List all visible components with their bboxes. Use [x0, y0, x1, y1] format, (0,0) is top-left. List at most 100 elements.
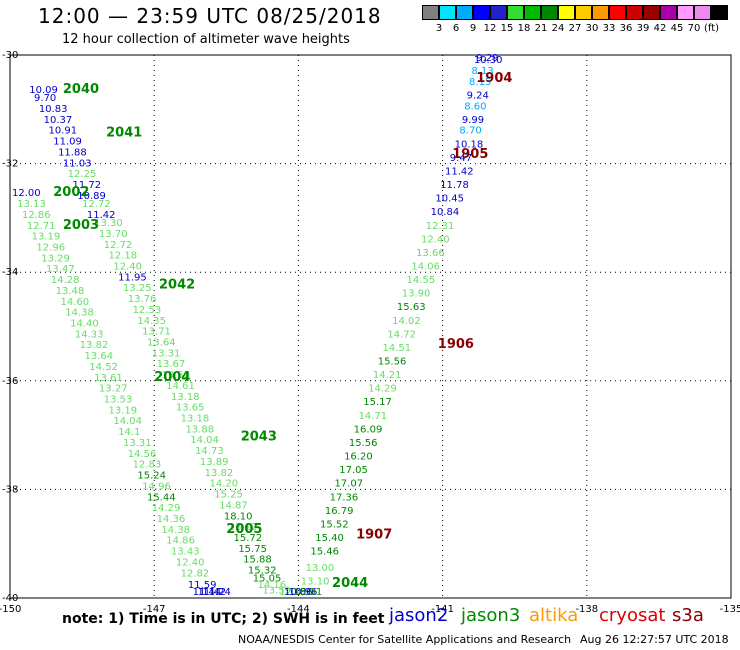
wave-height-point: 13.82: [80, 340, 109, 351]
wave-height-point: 9.47: [450, 153, 472, 164]
wave-height-point: 16.20: [344, 452, 373, 463]
x-tick-label: -138: [575, 604, 598, 615]
wave-height-point: 11.03: [63, 158, 92, 169]
wave-height-point: 12.31: [426, 221, 455, 232]
wave-height-point: 13.89: [200, 457, 229, 468]
page-subtitle: 12 hour collection of altimeter wave hei…: [62, 32, 350, 47]
time-label: 2040: [63, 82, 99, 97]
wave-height-point: 15.72: [234, 533, 263, 544]
time-label: 2004: [154, 370, 190, 385]
legend-swatch: [507, 5, 524, 20]
wave-height-point: 14.21: [373, 370, 402, 381]
time-label: 1905: [452, 147, 488, 162]
time-label: 1904: [476, 71, 512, 86]
wave-height-point: 13.25: [123, 283, 152, 294]
legend-swatch: [473, 5, 490, 20]
legend-label: 27: [568, 23, 582, 34]
wave-height-point: 12.00: [12, 188, 41, 199]
wave-height-point: 13.27: [99, 384, 128, 395]
wave-height-point: 13.10: [301, 576, 330, 587]
wave-height-point: 15.05: [253, 574, 282, 585]
wave-height-point: 10.84: [431, 207, 460, 218]
wave-height-point: 14.06: [411, 261, 440, 272]
wave-height-point: 13.43: [171, 547, 200, 558]
wave-height-point: 15.56: [349, 438, 378, 449]
satellite-jason3: jason3: [461, 605, 521, 626]
wave-height-point: 12.40: [113, 261, 142, 272]
time-label: 2003: [63, 218, 99, 233]
wave-height-point: 13.67: [157, 359, 186, 370]
wave-height-point: 15.75: [238, 544, 267, 555]
wave-height-point: 13.82: [205, 468, 234, 479]
wave-height-point: 15.52: [320, 519, 349, 530]
wave-height-point: 11.09: [53, 137, 82, 148]
wave-height-point: 14.33: [75, 329, 104, 340]
wave-height-point: 8.15: [469, 77, 491, 88]
plot-frame: [9, 54, 732, 599]
wave-height-point: 14.36: [157, 514, 186, 525]
wave-height-point: 11.44: [193, 587, 222, 598]
wave-height-point: 10.89: [77, 191, 106, 202]
wave-height-point: 13.64: [85, 351, 114, 362]
credit-text: NOAA/NESDIS Center for Satellite Applica…: [238, 633, 572, 646]
wave-height-point: 14.38: [65, 308, 94, 319]
satellite-s3a: s3a: [672, 605, 704, 626]
legend-label: 36: [619, 23, 633, 34]
wave-height-point: 12.53: [133, 305, 162, 316]
wave-height-point: 10.30: [474, 55, 503, 66]
wave-height-point: 11.88: [58, 147, 87, 158]
wave-height-point: 15.17: [363, 397, 392, 408]
wave-height-point: 15.63: [397, 302, 426, 313]
legend-label: 3: [435, 23, 443, 34]
x-tick-label: -141: [431, 604, 454, 615]
wave-height-point: 16.09: [354, 424, 383, 435]
wave-height-point: 11.42: [87, 210, 116, 221]
wave-height-point: 14.51: [383, 343, 412, 354]
wave-height-point: 10.91: [48, 126, 77, 137]
legend-swatch: [524, 5, 541, 20]
legend-swatch: [558, 5, 575, 20]
wave-height-point: 13.47: [46, 264, 75, 275]
wave-height-point: 13.31: [123, 438, 152, 449]
y-tick-label: -34: [2, 267, 18, 278]
wave-height-point: 17.36: [330, 492, 359, 503]
legend-label: 24: [551, 23, 565, 34]
wave-height-point: 8.13: [471, 66, 493, 77]
wave-height-point: 13.70: [99, 229, 128, 240]
y-tick-label: -40: [2, 593, 18, 604]
legend-label: 21: [534, 23, 548, 34]
wave-height-point: 12.25: [68, 169, 97, 180]
wave-height-point: 15.32: [248, 566, 277, 577]
wave-height-point: 13.18: [181, 414, 210, 425]
wave-height-point: 11.72: [72, 180, 101, 191]
legend-swatch: [660, 5, 677, 20]
wave-height-point: 13.50: [161, 370, 190, 381]
wave-height-point: 12.83: [133, 460, 162, 471]
wave-height-point: 12.86: [22, 210, 51, 221]
legend-swatch: [422, 5, 439, 20]
footer-note: note: 1) Time is in UTC; 2) SWH is in fe…: [62, 611, 385, 627]
wave-height-point: 12.40: [421, 234, 450, 245]
legend-label: 15: [500, 23, 514, 34]
legend-label: 12: [483, 23, 497, 34]
legend-swatch: [575, 5, 592, 20]
legend-unit: (ft): [704, 23, 720, 34]
wave-height-point: 14.29: [152, 503, 181, 514]
wave-height-point: 14.61: [166, 381, 195, 392]
y-tick-label: -38: [2, 484, 18, 495]
wave-height-point: 12.18: [109, 251, 138, 262]
wave-height-point: 15.40: [315, 533, 344, 544]
legend-label: 18: [517, 23, 531, 34]
legend-swatch: [626, 5, 643, 20]
legend-swatch: [609, 5, 626, 20]
time-label: 2042: [159, 277, 195, 292]
legend-swatch: [592, 5, 609, 20]
wave-height-point: 13.19: [109, 405, 138, 416]
wave-height-point: 16.79: [325, 506, 354, 517]
wave-height-point: 13.66: [416, 248, 445, 259]
satellite-jason2: jason2: [389, 605, 449, 626]
wave-height-point: 12.40: [176, 557, 205, 568]
x-tick-label: -147: [143, 604, 166, 615]
wave-height-point: 14.72: [387, 329, 416, 340]
wave-height-point: 13.88: [185, 424, 214, 435]
